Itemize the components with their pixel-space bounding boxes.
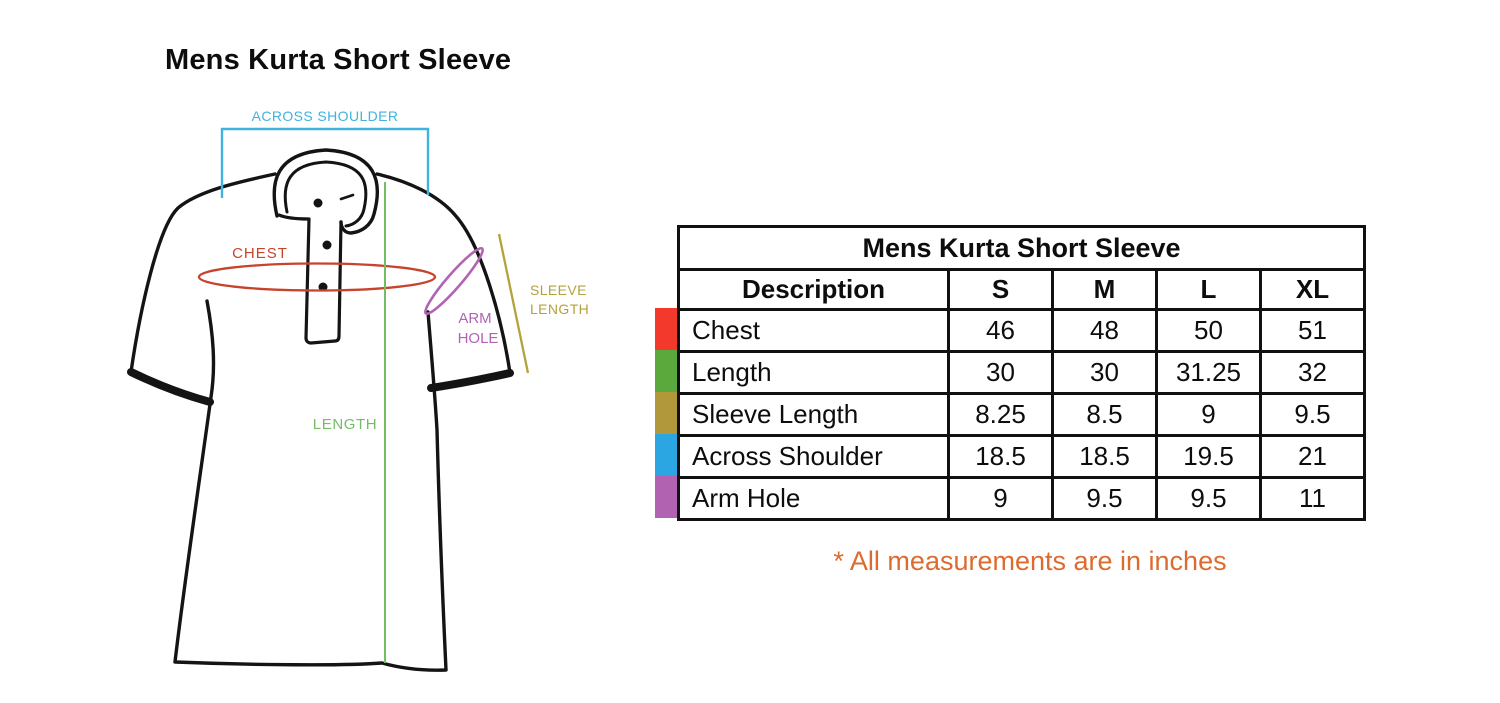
armhole-ellipse xyxy=(423,246,485,316)
sleeve-length-color-swatch xyxy=(655,392,677,434)
button-dot xyxy=(322,240,332,250)
length-color-swatch xyxy=(655,350,677,392)
row-color-legend xyxy=(655,308,677,518)
row-label: Chest xyxy=(677,308,950,353)
cell-value: 18.5 xyxy=(1051,434,1158,479)
buttonhole-dash xyxy=(339,193,355,201)
size-table: Mens Kurta Short Sleeve Description S M … xyxy=(677,225,1366,521)
column-header-l: L xyxy=(1155,268,1262,311)
armhole-label-line2: HOLE xyxy=(458,330,499,347)
arm-hole-color-swatch xyxy=(655,476,677,518)
table-row: Arm Hole 9 9.5 9.5 11 xyxy=(677,476,1366,521)
kurta-measurement-diagram: ACROSS SHOULDER CHEST LENGTH ARM HOLE SL… xyxy=(127,108,589,672)
table-title: Mens Kurta Short Sleeve xyxy=(677,225,1366,271)
table-row: Sleeve Length 8.25 8.5 9 9.5 xyxy=(677,392,1366,437)
row-label: Length xyxy=(677,350,950,395)
placket-buttons xyxy=(313,198,332,292)
cell-value: 8.25 xyxy=(947,392,1054,437)
cell-value: 30 xyxy=(947,350,1054,395)
column-header-m: M xyxy=(1051,268,1158,311)
table-header-row: Description S M L XL xyxy=(677,268,1366,311)
cell-value: 19.5 xyxy=(1155,434,1262,479)
sleeve-length-line xyxy=(497,233,530,374)
sleeve-length-label-line1: SLEEVE xyxy=(530,282,587,298)
measurements-footnote: * All measurements are in inches xyxy=(833,546,1227,576)
length-label: LENGTH xyxy=(313,416,377,433)
chest-color-swatch xyxy=(655,308,677,350)
column-header-s: S xyxy=(947,268,1054,311)
cell-value: 50 xyxy=(1155,308,1262,353)
cell-value: 46 xyxy=(947,308,1054,353)
column-header-description: Description xyxy=(677,268,950,311)
cell-value: 21 xyxy=(1259,434,1366,479)
cell-value: 18.5 xyxy=(947,434,1054,479)
cell-value: 51 xyxy=(1259,308,1366,353)
row-label: Sleeve Length xyxy=(677,392,950,437)
sleeve-length-label-line2: LENGTH xyxy=(530,301,589,317)
collar-inner xyxy=(283,160,368,228)
across-shoulder-color-swatch xyxy=(655,434,677,476)
cell-value: 31.25 xyxy=(1155,350,1262,395)
left-sleeve-opening xyxy=(127,368,214,406)
armhole-label-line1: ARM xyxy=(458,310,491,327)
cell-value: 11 xyxy=(1259,476,1366,521)
table-row: Chest 46 48 50 51 xyxy=(677,308,1366,353)
button-dot xyxy=(313,198,323,208)
across-shoulder-bracket xyxy=(220,127,430,198)
row-label: Across Shoulder xyxy=(677,434,950,479)
collar-outer xyxy=(272,148,379,235)
cell-value: 9.5 xyxy=(1051,476,1158,521)
across-shoulder-label: ACROSS SHOULDER xyxy=(252,108,399,124)
column-header-xl: XL xyxy=(1259,268,1366,311)
cell-value: 9 xyxy=(947,476,1054,521)
size-table-panel: Mens Kurta Short Sleeve Description S M … xyxy=(655,225,1366,521)
button-dot xyxy=(318,282,328,292)
row-label: Arm Hole xyxy=(677,476,950,521)
cell-value: 9.5 xyxy=(1259,392,1366,437)
cell-value: 32 xyxy=(1259,350,1366,395)
page-title: Mens Kurta Short Sleeve xyxy=(165,44,512,76)
kurta-outline xyxy=(127,148,514,672)
chest-label: CHEST xyxy=(232,245,288,262)
cell-value: 48 xyxy=(1051,308,1158,353)
placket xyxy=(277,213,343,345)
table-row: Length 30 30 31.25 32 xyxy=(677,350,1366,395)
cell-value: 9.5 xyxy=(1155,476,1262,521)
cell-value: 9 xyxy=(1155,392,1262,437)
cell-value: 8.5 xyxy=(1051,392,1158,437)
table-row: Across Shoulder 18.5 18.5 19.5 21 xyxy=(677,434,1366,479)
chest-ellipse xyxy=(197,262,437,292)
right-sleeve-opening xyxy=(427,369,514,392)
cell-value: 30 xyxy=(1051,350,1158,395)
